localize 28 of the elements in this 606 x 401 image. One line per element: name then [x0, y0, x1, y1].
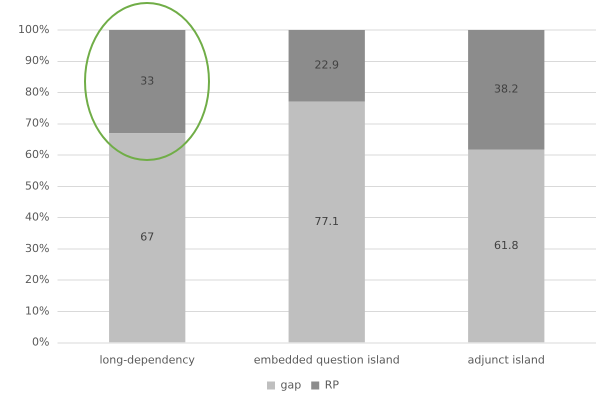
y-tick-label: 100% [18, 22, 50, 36]
bar [468, 149, 544, 342]
bar [288, 102, 365, 342]
bar [109, 133, 186, 342]
y-tick-label: 20% [24, 273, 50, 286]
bar [288, 30, 365, 102]
y-tick-label: 60% [24, 148, 50, 161]
data-label: 67 [140, 230, 154, 244]
bar [468, 30, 544, 150]
y-tick-label: 90% [24, 54, 50, 68]
y-tick-label: 0% [32, 336, 50, 349]
y-tick-label: 50% [24, 179, 50, 192]
legend-label: RP [324, 378, 340, 392]
bar [109, 30, 186, 134]
y-tick-label: 70% [24, 116, 50, 130]
x-tick-label: embedded question island [254, 353, 400, 366]
legend-label: gap [280, 378, 302, 392]
y-tick-label: 40% [24, 210, 50, 224]
data-label: 33 [140, 74, 154, 88]
data-label: 61.8 [494, 238, 518, 252]
x-tick-label: long-dependency [99, 353, 196, 366]
y-tick-label: 30% [24, 242, 50, 255]
data-label: 77.1 [314, 214, 339, 228]
data-label: 22.9 [314, 58, 339, 72]
x-tick-label: adjunct island [468, 353, 545, 366]
y-tick-label: 80% [24, 85, 50, 98]
data-label: 38.2 [494, 82, 518, 96]
y-tick-label: 10% [24, 304, 50, 318]
